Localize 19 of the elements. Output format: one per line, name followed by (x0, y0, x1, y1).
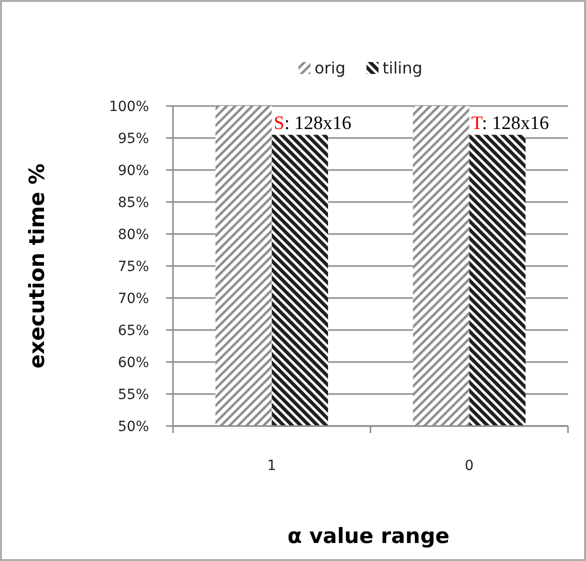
x-axis-title: α value range (287, 524, 450, 548)
y-tick-label: 50% (118, 418, 149, 435)
annotation: T: 128x16 (471, 112, 549, 134)
y-tick-label: 70% (118, 290, 149, 307)
y-tick-label: 75% (118, 258, 149, 275)
y-tick-label: 95% (118, 130, 149, 147)
annotation: S: 128x16 (274, 112, 352, 134)
legend-label: orig (314, 58, 346, 78)
y-tick-label: 90% (118, 162, 149, 179)
x-tick-label: 0 (464, 458, 474, 474)
y-axis-title: execution time % (25, 163, 49, 369)
x-tick-label: 1 (267, 458, 276, 474)
y-tick-label: 100% (108, 98, 149, 115)
y-tick-label: 85% (118, 194, 149, 211)
y-tick-label: 80% (118, 226, 149, 243)
y-tick-label: 60% (118, 354, 149, 371)
legend-label: tiling (382, 58, 422, 78)
y-tick-label: 55% (118, 386, 149, 403)
y-tick-label: 65% (118, 322, 149, 339)
